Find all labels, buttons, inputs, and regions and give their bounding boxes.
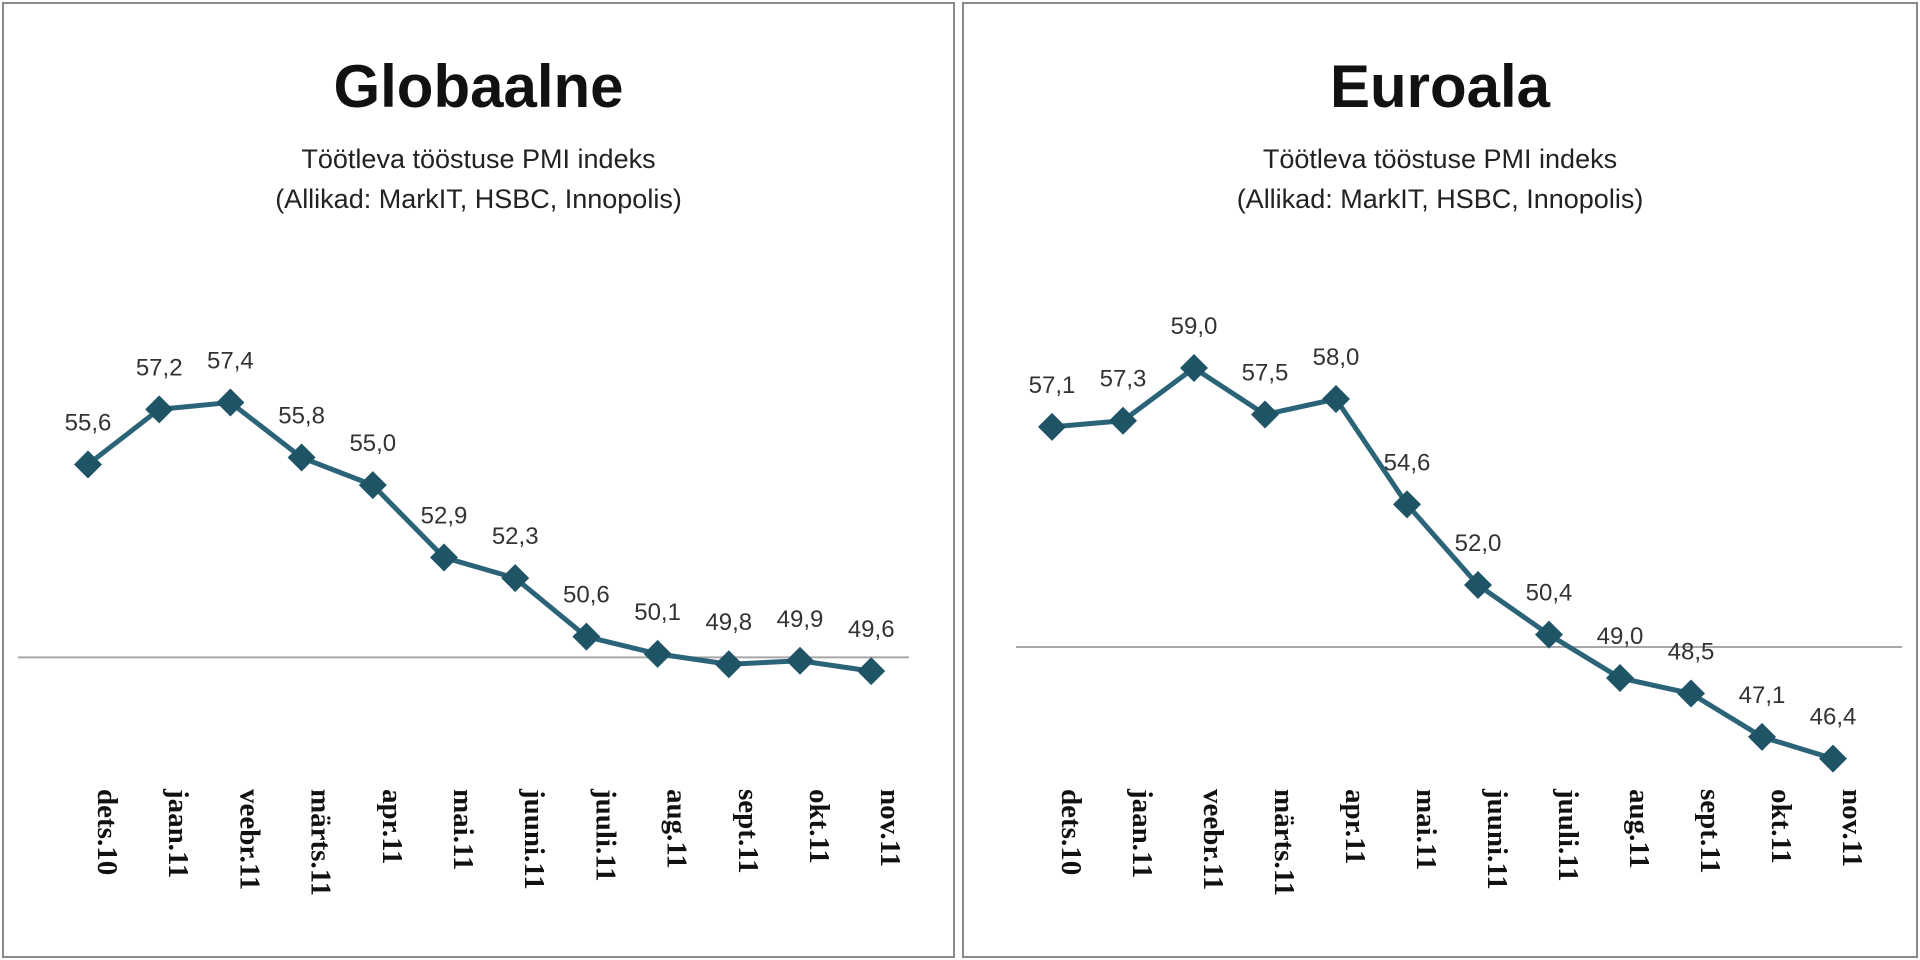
x-tick-label: nov.11 (874, 789, 906, 867)
x-tick-label: juuli.11 (1552, 788, 1584, 882)
data-point (1180, 354, 1208, 382)
x-tick-label: märts.11 (1268, 789, 1300, 896)
x-tick-label: sept.11 (732, 789, 764, 874)
line-chart-euroala: 57,1 dets.10 57,3 jaan.11 59,0 veebr.11 57,5 mä… (1016, 313, 1902, 896)
data-label: 49,6 (848, 616, 895, 643)
chart-subtitle-line2: (Allikad: MarkIT, HSBC, Innopolis) (1236, 184, 1644, 214)
data-label: 55,0 (349, 430, 396, 457)
data-point (358, 471, 387, 500)
data-label: 50,6 (563, 582, 610, 609)
data-label: 50,1 (634, 599, 681, 626)
x-tick-label: dets.10 (1055, 789, 1087, 875)
chart-subtitle-line1: Töötleva tööstuse PMI indeks (1262, 144, 1618, 174)
chart-title: Euroala (1329, 53, 1551, 120)
data-label: 58,0 (1313, 344, 1360, 371)
data-point (145, 395, 174, 424)
data-label: 52,3 (492, 523, 539, 550)
data-point (1038, 412, 1066, 441)
x-tick-label: sept.11 (1694, 789, 1726, 874)
data-label: 52,0 (1455, 530, 1502, 557)
x-tick-label: juuni.11 (1481, 788, 1513, 890)
x-tick-label: nov.11 (1836, 789, 1868, 867)
data-label: 52,9 (421, 502, 468, 529)
data-label: 59,0 (1171, 313, 1218, 340)
data-label: 47,1 (1739, 682, 1786, 709)
data-point (430, 543, 458, 572)
data-point (216, 388, 245, 417)
x-tick-label: dets.10 (91, 789, 123, 875)
data-point (1393, 490, 1421, 519)
data-label: 55,8 (278, 403, 325, 430)
data-point (1748, 722, 1776, 751)
data-point (1819, 744, 1847, 773)
data-point (1464, 571, 1492, 599)
x-tick-label: mai.11 (1410, 789, 1442, 870)
data-point (1535, 620, 1563, 649)
data-point (74, 450, 102, 479)
data-label: 57,1 (1029, 372, 1076, 399)
data-label: 54,6 (1384, 449, 1431, 476)
data-label: 49,0 (1597, 623, 1644, 650)
data-point (643, 639, 672, 668)
x-tick-label: jaan.11 (162, 788, 194, 878)
chart-panel-euroala: Euroala Töötleva tööstuse PMI indeks (Al… (962, 2, 1918, 958)
x-tick-label: okt.11 (1765, 789, 1797, 864)
x-tick-label: märts.11 (305, 789, 337, 896)
x-tick-label: juuli.11 (589, 788, 621, 882)
data-label: 50,4 (1526, 580, 1573, 607)
data-point (857, 657, 886, 686)
data-point (501, 564, 530, 593)
data-point (572, 622, 601, 651)
data-label: 55,6 (65, 409, 112, 436)
data-label: 57,2 (136, 354, 183, 381)
data-label: 49,9 (777, 606, 824, 633)
chart-subtitle-line1: Töötleva tööstuse PMI indeks (301, 144, 656, 174)
chart-panel-globaalne: Globaalne Töötleva tööstuse PMI indeks (… (2, 2, 955, 958)
x-tick-label: aug.11 (661, 789, 693, 869)
x-tick-label: veebr.11 (233, 789, 265, 890)
x-tick-label: apr.11 (1339, 789, 1371, 865)
x-tick-label: aug.11 (1623, 789, 1655, 869)
data-point (1322, 385, 1350, 413)
x-tick-label: mai.11 (447, 789, 479, 870)
series-line (1051, 365, 1834, 761)
x-tick-label: okt.11 (803, 789, 835, 864)
chart-subtitle-line2: (Allikad: MarkIT, HSBC, Innopolis) (275, 184, 682, 214)
data-label: 57,4 (207, 347, 254, 374)
chart-title: Globaalne (333, 53, 624, 120)
data-point (287, 443, 316, 472)
x-tick-label: veebr.11 (1197, 789, 1229, 890)
line-chart-globaalne: 55,6 dets.10 57,2 jaan.11 57,4 veebr.11 55,8 mä… (18, 347, 909, 896)
x-tick-label: apr.11 (376, 789, 408, 865)
data-point (1109, 406, 1137, 435)
data-label: 48,5 (1668, 639, 1715, 666)
data-point (786, 646, 814, 675)
series-line (86, 399, 872, 674)
data-point (1251, 400, 1279, 429)
data-label: 57,5 (1242, 360, 1289, 387)
x-tick-label: juuni.11 (518, 788, 550, 890)
data-label: 46,4 (1810, 704, 1857, 731)
data-point (714, 650, 743, 679)
data-label: 57,3 (1100, 366, 1147, 393)
data-point (1677, 679, 1705, 708)
data-point (1606, 664, 1634, 692)
x-tick-label: jaan.11 (1126, 788, 1158, 878)
data-label: 49,8 (705, 609, 752, 636)
